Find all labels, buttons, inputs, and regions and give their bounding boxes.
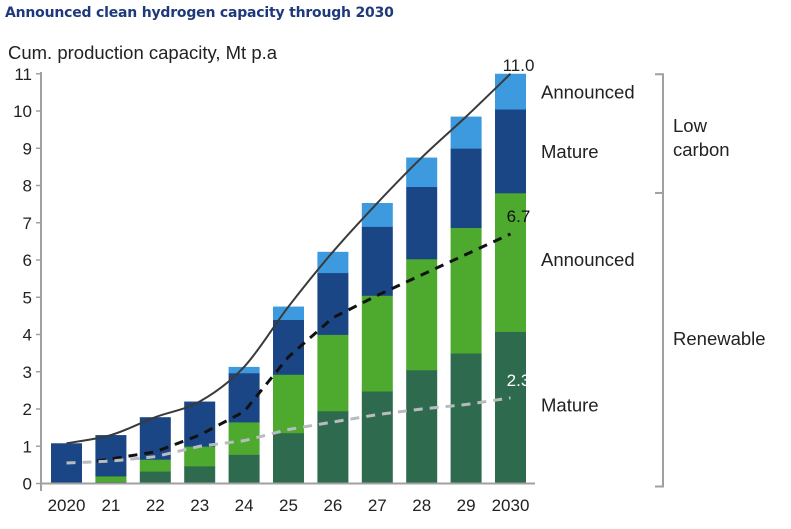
x-tick-label: 2030 [492,496,530,515]
bar-segment [273,374,304,434]
bar-segment [361,226,393,296]
bar-segment [317,272,349,335]
group-bracket [655,73,664,488]
y-axis-label: Cum. production capacity, Mt p.a [8,42,278,63]
y-tick-label: 0 [23,475,32,494]
series-line [66,396,511,465]
y-tick-label: 2 [23,400,32,419]
bar-segment [273,306,304,320]
line-end-label: 2.3 [507,371,531,390]
line-end-label: 11.0 [503,56,535,75]
bar-segment [228,372,260,423]
y-tick-label: 11 [14,65,32,84]
bar-segment [184,401,216,447]
lines-layer [66,73,512,465]
x-tick-label: 29 [457,496,476,515]
bar-segment [495,73,526,110]
y-tick-label: 4 [23,326,32,345]
y-tick-label: 5 [23,288,32,307]
y-tick-label: 1 [23,437,32,456]
bar-segment [495,109,526,194]
y-tick-label: 3 [23,363,32,382]
bar-segment [95,476,127,483]
bar-segment [95,435,127,477]
bar-segment [495,331,526,484]
x-tick-label: 24 [235,496,254,515]
bar-segment [184,465,216,484]
bar-segment [406,186,438,260]
series-line [66,73,512,445]
labels-layer: 11.0 6.7 2.3 Announced Mature Announced Mature… [503,56,766,416]
bar-segment [406,258,438,371]
series-line [96,232,512,463]
page-title: Announced clean hydrogen capacity throug… [5,5,394,21]
bar-segment [317,251,349,274]
x-tick-label: 26 [323,496,342,515]
y-tick-label: 9 [23,139,32,158]
bar-segment [406,157,438,188]
segment-label: Mature [541,394,599,415]
x-tick-label: 22 [146,496,165,515]
x-tick-label: 21 [101,496,120,515]
x-tick-label: 2020 [48,496,86,515]
segment-label: Mature [541,141,599,162]
y-tick-label: 7 [23,214,32,233]
bar-segment [273,432,304,484]
bar-segment [495,192,526,332]
segment-label: Announced [541,81,635,102]
bar-segment [450,116,482,149]
bar-segment [228,454,260,484]
bar-segment [317,334,349,412]
bar-segment [228,366,260,374]
group-label-low-carbon: Low [673,115,708,136]
bar-segment [139,459,171,472]
bar-segment [139,471,171,484]
y-tick-label: 10 [13,102,32,121]
x-tick-label: 27 [368,496,387,515]
bar-segment [317,410,349,484]
bar-segment [361,391,393,484]
bar-segment [51,443,82,484]
bar-segment [450,148,482,228]
bar-segment [361,295,393,392]
bar-segment [228,422,260,455]
group-label-low-carbon: carbon [673,139,730,160]
bar-segment [450,353,482,484]
bar-segment [450,227,482,354]
x-tick-label: 28 [412,496,431,515]
x-tick-label: 23 [190,496,209,515]
bar-segment [184,446,216,467]
bar-segment [406,369,438,484]
segment-label: Announced [541,249,635,270]
line-end-label: 6.7 [507,207,531,226]
bars-layer [51,73,526,484]
y-tick-label: 6 [23,251,32,270]
y-tick-label: 8 [23,177,32,196]
bar-segment [361,203,393,227]
group-label-renewable: Renewable [673,328,766,349]
x-tick-label: 25 [279,496,298,515]
